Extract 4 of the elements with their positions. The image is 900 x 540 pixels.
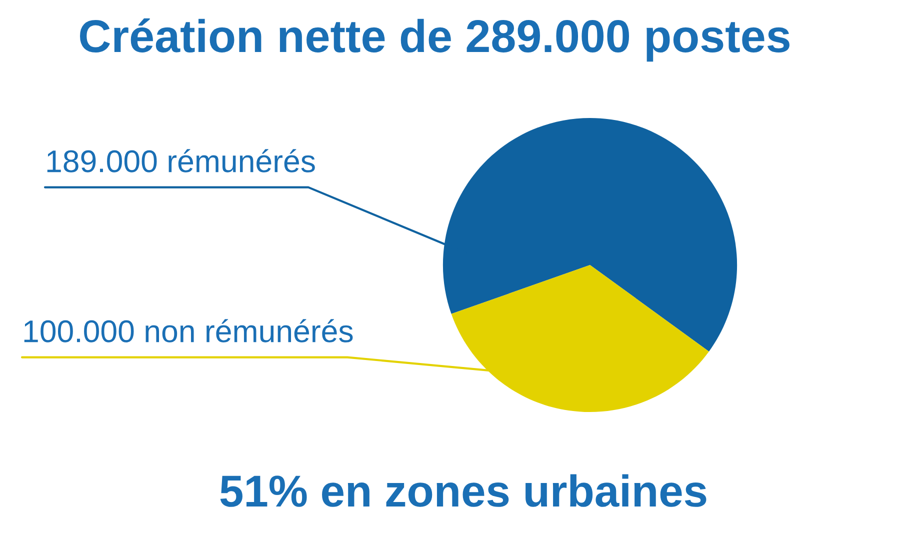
text: 51% en zones urbaines (220, 474, 706, 507)
chart-title: Création nette de 289.000 postes (80, 18, 790, 62)
slice-label: 189.000 rémunérés (47, 149, 315, 172)
slice-label: 100.000 non rémunérés (24, 319, 353, 342)
